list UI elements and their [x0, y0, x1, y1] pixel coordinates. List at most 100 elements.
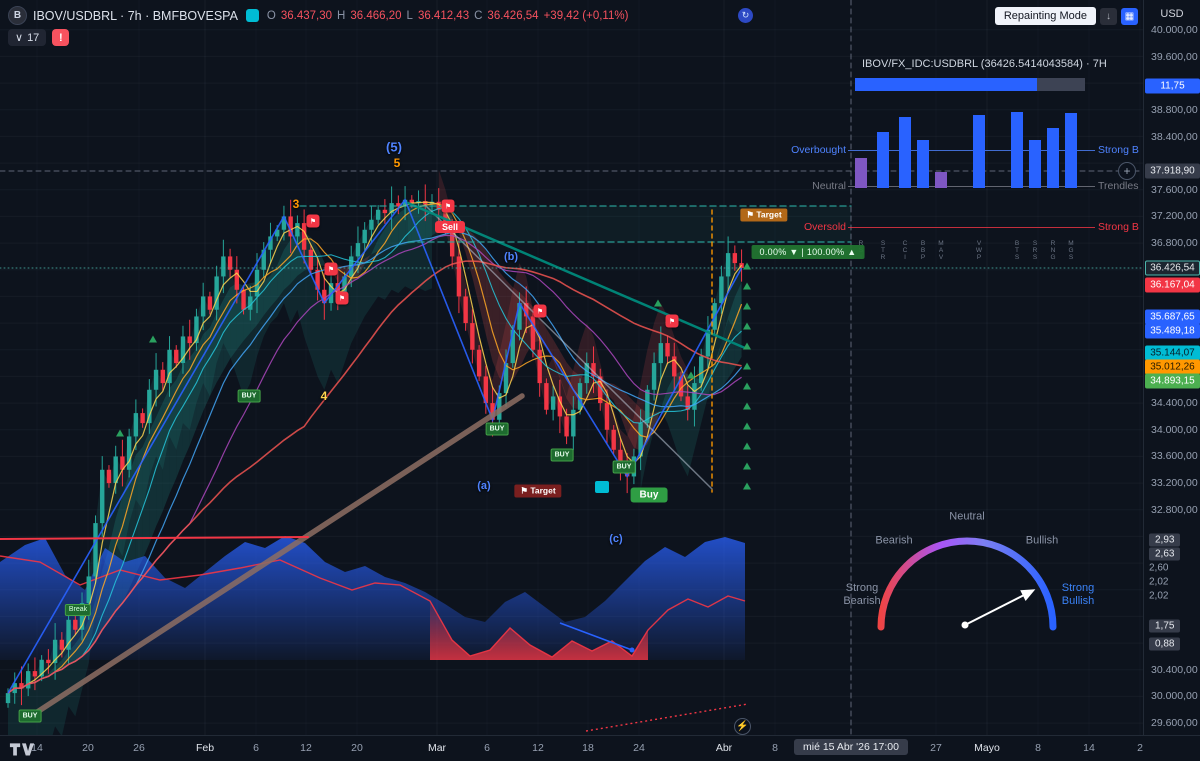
ratings-level-label: Neutral — [812, 180, 846, 192]
download-icon[interactable]: ↓ — [1100, 7, 1117, 25]
open-label: O — [266, 9, 276, 22]
ratings-level-label: Overbought — [791, 144, 846, 156]
alert-icon[interactable]: ! — [52, 29, 70, 46]
ma-line — [7, 260, 742, 694]
buy-signal-tag[interactable]: BUY — [18, 709, 42, 723]
time-tick: 14 — [1083, 742, 1095, 754]
close-value: 36.426,54 — [487, 9, 539, 22]
price-tick: 39.600,00 — [1151, 51, 1198, 63]
buy-signal-tag[interactable]: BUY — [612, 460, 636, 474]
indicator-count-toggle[interactable]: ∨ 17 — [8, 29, 47, 46]
bullish-triangle-icon — [116, 429, 124, 437]
bullish-triangle-icon — [149, 335, 157, 343]
oscillator-value-label: 2,93 — [1149, 533, 1181, 547]
indicator-value-label: 11,75 — [1145, 78, 1200, 94]
ma-line — [7, 203, 743, 694]
time-tick: Abr — [715, 742, 733, 754]
price-tick: 34.000,00 — [1151, 424, 1198, 436]
buy-signal-tag[interactable]: BUY — [485, 422, 509, 436]
legend-row-2: ∨ 17 ! — [8, 29, 70, 46]
open-value: 36.437,30 — [280, 9, 333, 22]
price-tick: 38.400,00 — [1151, 131, 1198, 143]
time-tick: Mayo — [974, 742, 1000, 754]
bullish-triangle-icon — [743, 322, 751, 330]
time-tick: 14 — [31, 742, 43, 754]
last-price-label: 36.426,54 — [1145, 260, 1200, 276]
bullish-triangle-icon — [743, 402, 751, 410]
chart-pane[interactable]: (5) 5 3 4 (a) (b) (c) ⚑ ⚑ ⚑ ⚑ ⚑ ⚑ BUY BUY BUY BUY Buy Sell… — [0, 0, 1143, 735]
ratings-column-label: STR — [879, 240, 887, 261]
close-label: C — [474, 9, 483, 22]
ratings-bar — [1065, 113, 1077, 188]
low-label: L — [406, 9, 413, 22]
elliott-wave-label: 4 — [320, 389, 328, 403]
crosshair-price-label: 37.918,90 — [1145, 163, 1200, 179]
bullish-triangle-icon — [743, 302, 751, 310]
ratings-level-right-label: Trendles — [1098, 180, 1139, 192]
sell-signal-label[interactable]: Sell — [434, 221, 466, 233]
high-value: 36.466,20 — [350, 9, 402, 22]
ratings-level-label: Oversold — [803, 221, 846, 233]
ratings-level-line — [848, 227, 1095, 228]
crosshair-date-label: mié 15 Abr '26 17:00 — [794, 739, 908, 755]
elliott-wave-label: 3 — [292, 197, 300, 211]
ratings-bar — [877, 132, 889, 188]
price-tick: 29.600,00 — [1151, 717, 1198, 729]
time-axis[interactable]: 14 20 26 Feb 6 12 20 Mar 6 12 18 24 Abr 8 27 Mayo 8 14 2 mi… — [0, 735, 1200, 761]
buy-signal-button[interactable]: Buy — [630, 487, 668, 503]
oscillator-value-label: 2,60 — [1149, 562, 1169, 574]
gauge-arc — [877, 537, 1057, 631]
buy-signal-tag[interactable]: BUY — [550, 448, 574, 462]
ratings-bar — [1029, 140, 1041, 188]
refresh-icon[interactable]: ↻ — [738, 8, 753, 23]
target-label[interactable]: ⚑ Target — [740, 208, 788, 222]
ohlc-values: O 36.437,30 H 36.466,20 L 36.412,43 C 36.426… — [267, 10, 629, 22]
sell-signal-flag-icon[interactable]: ⚑ — [335, 291, 349, 305]
currency-toggle[interactable]: USD — [1160, 8, 1184, 20]
chevron-down-icon: ∨ — [15, 32, 24, 44]
fib-retracement-label[interactable]: 0.00% ▼ | 100.00% ▲ — [751, 245, 865, 259]
oscillator-value-label: 2,02 — [1149, 576, 1169, 588]
bullish-triangle-icon — [743, 282, 751, 290]
bullish-triangle-icon — [743, 482, 751, 490]
price-tick: 34.400,00 — [1151, 397, 1198, 409]
gauge-label-bullish: Bullish — [1025, 534, 1059, 547]
ratings-bar — [1047, 128, 1059, 188]
buy-signal-tag[interactable]: BUY — [237, 389, 261, 403]
gauge-label-strong-bearish: Strong Bearish — [843, 581, 881, 607]
price-axis[interactable]: USD 40.000,00 39.600,00 38.800,00 38.400,00… — [1143, 0, 1200, 735]
lightning-icon[interactable]: ⚡ — [734, 718, 751, 735]
ratings-column-label: MGS — [1067, 240, 1075, 261]
time-tick: 12 — [532, 742, 544, 754]
price-tick: 38.800,00 — [1151, 104, 1198, 116]
sell-signal-flag-icon[interactable]: ⚑ — [441, 199, 455, 213]
symbol-title[interactable]: IBOV/USDBRL · 7h · BMFBOVESPA — [33, 8, 238, 23]
price-tick: 33.200,00 — [1151, 477, 1198, 489]
target-label[interactable]: ⚑ Target — [514, 484, 562, 498]
price-tick: 40.000,00 — [1151, 24, 1198, 36]
price-tick: 30.400,00 — [1151, 664, 1198, 676]
indicator-tag-icon[interactable] — [595, 481, 609, 493]
indicator-count: 17 — [27, 31, 40, 44]
tradingview-logo[interactable] — [9, 740, 35, 761]
sell-signal-flag-icon[interactable]: ⚑ — [665, 314, 679, 328]
ratings-title: IBOV/FX_IDC:USDBRL (36426.5414043584) · … — [862, 58, 1107, 70]
break-label[interactable]: Break — [64, 604, 92, 616]
sell-signal-flag-icon[interactable]: ⚑ — [533, 304, 547, 318]
ratings-level-right-label: Strong B — [1098, 221, 1139, 233]
sell-signal-flag-icon[interactable]: ⚑ — [324, 262, 338, 276]
elliott-wave-label: 5 — [393, 156, 401, 170]
repainting-mode-button[interactable]: Repainting Mode — [994, 7, 1096, 25]
time-tick: 26 — [133, 742, 145, 754]
sell-signal-flag-icon[interactable]: ⚑ — [306, 214, 320, 228]
symbol-legend[interactable]: B IBOV/USDBRL · 7h · BMFBOVESPA O 36.437,… — [8, 6, 628, 25]
ratings-column-label: RNG — [1049, 240, 1057, 261]
chart-canvas[interactable] — [0, 0, 1143, 735]
ratings-level-right-label: Strong B — [1098, 144, 1139, 156]
add-alert-plus-icon[interactable]: + — [1118, 162, 1136, 180]
grid-layout-icon[interactable]: ▦ — [1121, 7, 1138, 25]
bullish-triangle-icon — [743, 362, 751, 370]
sentiment-gauge: Neutral Bearish Bullish Strong Bearish S… — [830, 505, 1150, 655]
trend-band — [438, 169, 688, 477]
